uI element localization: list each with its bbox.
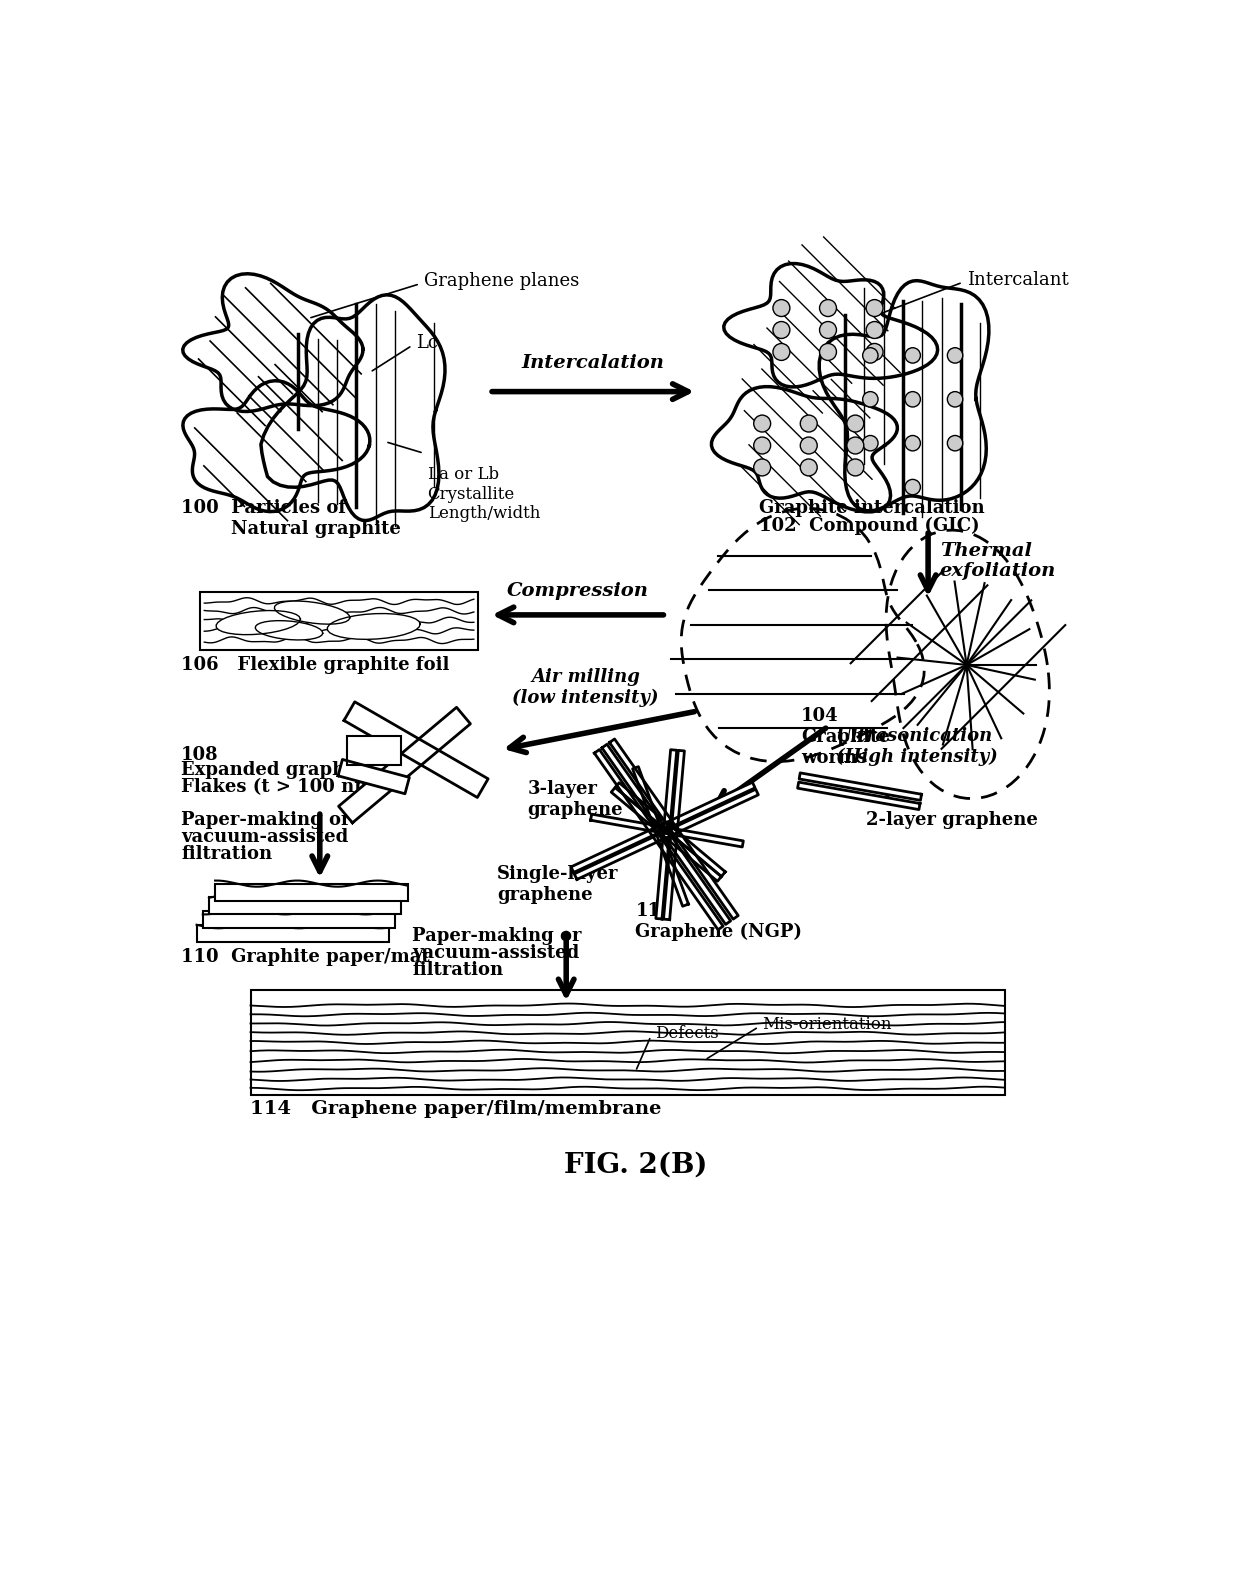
Polygon shape bbox=[274, 601, 350, 624]
FancyBboxPatch shape bbox=[197, 925, 389, 943]
Polygon shape bbox=[260, 295, 445, 520]
Text: 102  Compound (GIC): 102 Compound (GIC) bbox=[759, 517, 980, 536]
Polygon shape bbox=[615, 783, 725, 877]
Circle shape bbox=[947, 348, 962, 364]
Text: Paper-making or: Paper-making or bbox=[412, 927, 582, 944]
Circle shape bbox=[847, 415, 864, 432]
Polygon shape bbox=[663, 750, 684, 920]
Circle shape bbox=[773, 300, 790, 316]
Polygon shape bbox=[611, 788, 722, 882]
Circle shape bbox=[800, 437, 817, 455]
FancyBboxPatch shape bbox=[203, 911, 396, 928]
Polygon shape bbox=[590, 813, 743, 847]
Text: Compression: Compression bbox=[507, 582, 649, 600]
Polygon shape bbox=[724, 263, 937, 388]
Text: Intercalation: Intercalation bbox=[522, 354, 665, 372]
Polygon shape bbox=[820, 281, 988, 510]
Bar bbox=[201, 592, 477, 649]
Circle shape bbox=[820, 300, 837, 316]
Text: Mis-orientation: Mis-orientation bbox=[763, 1016, 892, 1034]
Text: Flakes (t > 100 nm): Flakes (t > 100 nm) bbox=[181, 778, 382, 796]
Polygon shape bbox=[632, 767, 688, 906]
Polygon shape bbox=[797, 782, 920, 810]
Polygon shape bbox=[255, 620, 322, 640]
Polygon shape bbox=[216, 611, 300, 635]
Circle shape bbox=[773, 322, 790, 338]
Circle shape bbox=[947, 435, 962, 451]
Circle shape bbox=[800, 415, 817, 432]
FancyBboxPatch shape bbox=[208, 898, 402, 914]
Text: Air milling
(low intensity): Air milling (low intensity) bbox=[512, 668, 658, 707]
Text: 112
Graphene (NGP): 112 Graphene (NGP) bbox=[635, 903, 802, 941]
Circle shape bbox=[847, 437, 864, 455]
Circle shape bbox=[863, 348, 878, 364]
Polygon shape bbox=[339, 707, 470, 823]
Circle shape bbox=[905, 435, 920, 451]
Text: 3-layer
graphene: 3-layer graphene bbox=[528, 780, 624, 820]
Polygon shape bbox=[343, 702, 489, 798]
Polygon shape bbox=[681, 509, 924, 761]
Text: FIG. 2(B): FIG. 2(B) bbox=[564, 1152, 707, 1179]
Polygon shape bbox=[887, 530, 1049, 799]
Text: filtration: filtration bbox=[412, 960, 503, 979]
Circle shape bbox=[947, 392, 962, 407]
Circle shape bbox=[866, 300, 883, 316]
Text: Paper-making or: Paper-making or bbox=[181, 812, 351, 829]
Circle shape bbox=[866, 343, 883, 360]
Text: 2-layer graphene: 2-layer graphene bbox=[867, 812, 1038, 829]
Text: Graphite intercalation: Graphite intercalation bbox=[759, 499, 985, 517]
Text: Expanded graphite: Expanded graphite bbox=[181, 761, 372, 780]
Circle shape bbox=[754, 415, 770, 432]
Circle shape bbox=[866, 322, 883, 338]
Text: 106   Flexible graphite foil: 106 Flexible graphite foil bbox=[181, 656, 450, 673]
Polygon shape bbox=[574, 790, 759, 879]
Text: Lc: Lc bbox=[417, 333, 438, 352]
Polygon shape bbox=[712, 386, 898, 512]
Text: 114   Graphene paper/film/membrane: 114 Graphene paper/film/membrane bbox=[250, 1101, 662, 1118]
Circle shape bbox=[820, 322, 837, 338]
Circle shape bbox=[773, 343, 790, 360]
Bar bbox=[347, 735, 401, 766]
Polygon shape bbox=[799, 774, 921, 801]
Circle shape bbox=[754, 437, 770, 455]
Circle shape bbox=[905, 348, 920, 364]
Polygon shape bbox=[594, 750, 723, 930]
Bar bbox=[250, 990, 1006, 1094]
Circle shape bbox=[905, 392, 920, 407]
Text: Graphene planes: Graphene planes bbox=[424, 273, 579, 290]
Polygon shape bbox=[182, 381, 370, 512]
Text: vacuum-assisted: vacuum-assisted bbox=[412, 944, 579, 962]
Circle shape bbox=[847, 459, 864, 475]
Text: vacuum-assisted: vacuum-assisted bbox=[181, 828, 348, 847]
Text: La or Lb
Crystallite
Length/width: La or Lb Crystallite Length/width bbox=[428, 466, 539, 523]
Polygon shape bbox=[572, 782, 755, 872]
Polygon shape bbox=[656, 750, 677, 919]
Text: Single-layer
graphene: Single-layer graphene bbox=[497, 864, 619, 904]
Circle shape bbox=[820, 343, 837, 360]
Text: 100  Particles of
        Natural graphite: 100 Particles of Natural graphite bbox=[181, 499, 401, 538]
Text: Defects: Defects bbox=[655, 1024, 718, 1042]
Text: Ultrasonication
(High intensity): Ultrasonication (High intensity) bbox=[836, 727, 997, 766]
Text: 110  Graphite paper/mat: 110 Graphite paper/mat bbox=[181, 949, 430, 967]
Circle shape bbox=[863, 435, 878, 451]
Text: Intercalant: Intercalant bbox=[967, 271, 1069, 289]
Polygon shape bbox=[327, 614, 420, 640]
Text: Thermal
exfoliation: Thermal exfoliation bbox=[940, 542, 1056, 581]
Circle shape bbox=[800, 459, 817, 475]
Circle shape bbox=[905, 480, 920, 494]
Circle shape bbox=[863, 392, 878, 407]
Text: 104
Graphite
worms: 104 Graphite worms bbox=[801, 707, 890, 767]
Circle shape bbox=[754, 459, 770, 475]
Polygon shape bbox=[601, 745, 730, 925]
Polygon shape bbox=[339, 759, 409, 794]
FancyBboxPatch shape bbox=[215, 884, 408, 901]
Text: filtration: filtration bbox=[181, 845, 273, 863]
Text: 108: 108 bbox=[181, 746, 218, 764]
Polygon shape bbox=[182, 274, 363, 412]
Polygon shape bbox=[610, 738, 738, 919]
